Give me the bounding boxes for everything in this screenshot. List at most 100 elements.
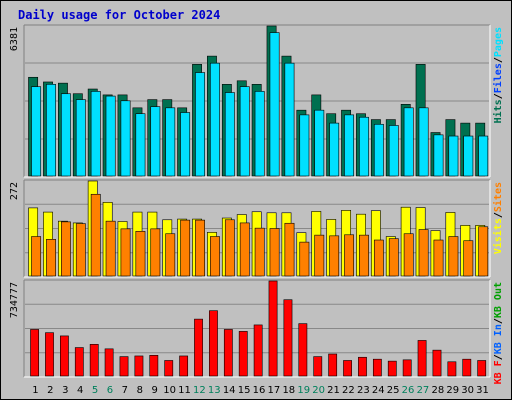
- panel-middle-legend: Visits/Sites: [492, 182, 504, 254]
- kbf-bar: [298, 323, 308, 377]
- sites-bar: [195, 219, 205, 277]
- x-tick-label: 9: [151, 385, 157, 396]
- sites-bar: [180, 219, 191, 277]
- pages-bar: [254, 91, 265, 177]
- sites-bar: [388, 238, 399, 277]
- pages-bar: [269, 32, 280, 177]
- pages-bar: [299, 114, 310, 177]
- x-tick-label: 12: [193, 385, 206, 396]
- sites-bar: [403, 233, 414, 277]
- panel-top-ymax-label: 6381: [9, 27, 20, 51]
- sites-bar: [61, 221, 71, 277]
- x-tick-label: 31: [476, 385, 489, 396]
- pages-bar: [150, 106, 161, 177]
- sites-bar: [359, 234, 369, 277]
- sites-bar: [120, 228, 131, 277]
- panel-bottom-ymax-label: 734777: [9, 282, 20, 318]
- legend-entry: /: [493, 93, 504, 99]
- x-tick-label: 24: [372, 385, 385, 396]
- pages-bar: [359, 116, 369, 177]
- pages-bar: [31, 86, 42, 177]
- sites-bar: [135, 230, 146, 277]
- pages-bar: [448, 135, 459, 177]
- pages-bar: [224, 92, 235, 177]
- kbf-bar: [402, 359, 412, 377]
- kbf-bar: [119, 356, 129, 377]
- x-tick-label: 14: [223, 385, 236, 396]
- x-tick-label: 18: [282, 385, 295, 396]
- pages-bar: [314, 109, 325, 177]
- sites-bar: [269, 228, 280, 277]
- pages-bar: [463, 135, 474, 177]
- kbf-bar: [223, 329, 233, 377]
- kbf-bar: [179, 355, 189, 377]
- kbf-bar: [194, 318, 203, 377]
- pages-bar: [210, 62, 220, 177]
- kbf-bar: [74, 347, 84, 377]
- legend-entry: KB Out: [493, 282, 504, 318]
- pages-bar: [165, 107, 176, 177]
- kbf-bar: [447, 361, 457, 377]
- kbf-bar: [60, 335, 69, 377]
- pages-bar: [61, 93, 71, 177]
- pages-bar: [478, 135, 489, 177]
- pages-bar: [373, 123, 384, 177]
- x-tick-label: 29: [446, 385, 459, 396]
- kbf-bar: [45, 332, 54, 377]
- x-tick-label: 22: [342, 385, 355, 396]
- x-tick-label: 3: [62, 385, 68, 396]
- panel-top-legend: Hits/Files/Pages: [492, 27, 504, 123]
- kbf-bar: [358, 356, 367, 377]
- legend-entry: /: [493, 57, 504, 63]
- pages-bar: [195, 72, 205, 177]
- pages-bar: [90, 91, 101, 177]
- x-tick-label: 23: [357, 385, 370, 396]
- x-tick-label: 13: [208, 385, 221, 396]
- sites-bar: [46, 239, 56, 277]
- legend-entry: Pages: [493, 27, 504, 57]
- x-tick-label: 6: [107, 385, 113, 396]
- x-tick-label: 16: [253, 385, 266, 396]
- sites-bar: [478, 226, 489, 277]
- x-tick-label: 28: [431, 385, 444, 396]
- legend-entry: /: [493, 318, 504, 324]
- x-tick-label: 10: [163, 385, 176, 396]
- kbf-bar: [343, 360, 352, 377]
- x-tick-label: 4: [77, 385, 83, 396]
- kbf-bar: [328, 353, 338, 377]
- sites-bar: [75, 223, 86, 277]
- kbf-bar: [283, 299, 293, 377]
- kbf-bar: [253, 324, 263, 377]
- sites-bar: [165, 233, 176, 277]
- x-tick-label: 17: [268, 385, 281, 396]
- sites-bar: [254, 227, 265, 277]
- sites-bar: [90, 193, 101, 277]
- sites-bar: [105, 220, 116, 277]
- sites-bar: [299, 241, 310, 277]
- sites-bar: [284, 222, 295, 277]
- pages-bar: [46, 84, 56, 177]
- kbf-bar: [104, 348, 114, 377]
- sites-bar: [314, 234, 325, 277]
- kbf-bar: [30, 329, 39, 377]
- legend-entry: /: [493, 354, 504, 360]
- sites-bar: [224, 219, 235, 277]
- x-tick-label: 5: [92, 385, 98, 396]
- x-tick-label: 26: [402, 385, 415, 396]
- kbf-bar: [209, 310, 218, 377]
- pages-bar: [344, 114, 355, 177]
- pages-bar: [105, 95, 116, 177]
- pages-bar: [433, 134, 444, 177]
- pages-bar: [75, 99, 86, 177]
- kbf-bar: [238, 331, 248, 377]
- pages-bar: [120, 100, 131, 177]
- sites-bar: [31, 236, 42, 277]
- x-tick-label: 27: [417, 385, 430, 396]
- kbf-bar: [417, 340, 427, 377]
- sites-bar: [329, 235, 340, 277]
- sites-bar: [344, 234, 355, 277]
- sites-bar: [463, 240, 474, 277]
- kbf-bar: [372, 358, 382, 377]
- pages-bar: [135, 113, 146, 177]
- x-tick-label: 2: [47, 385, 53, 396]
